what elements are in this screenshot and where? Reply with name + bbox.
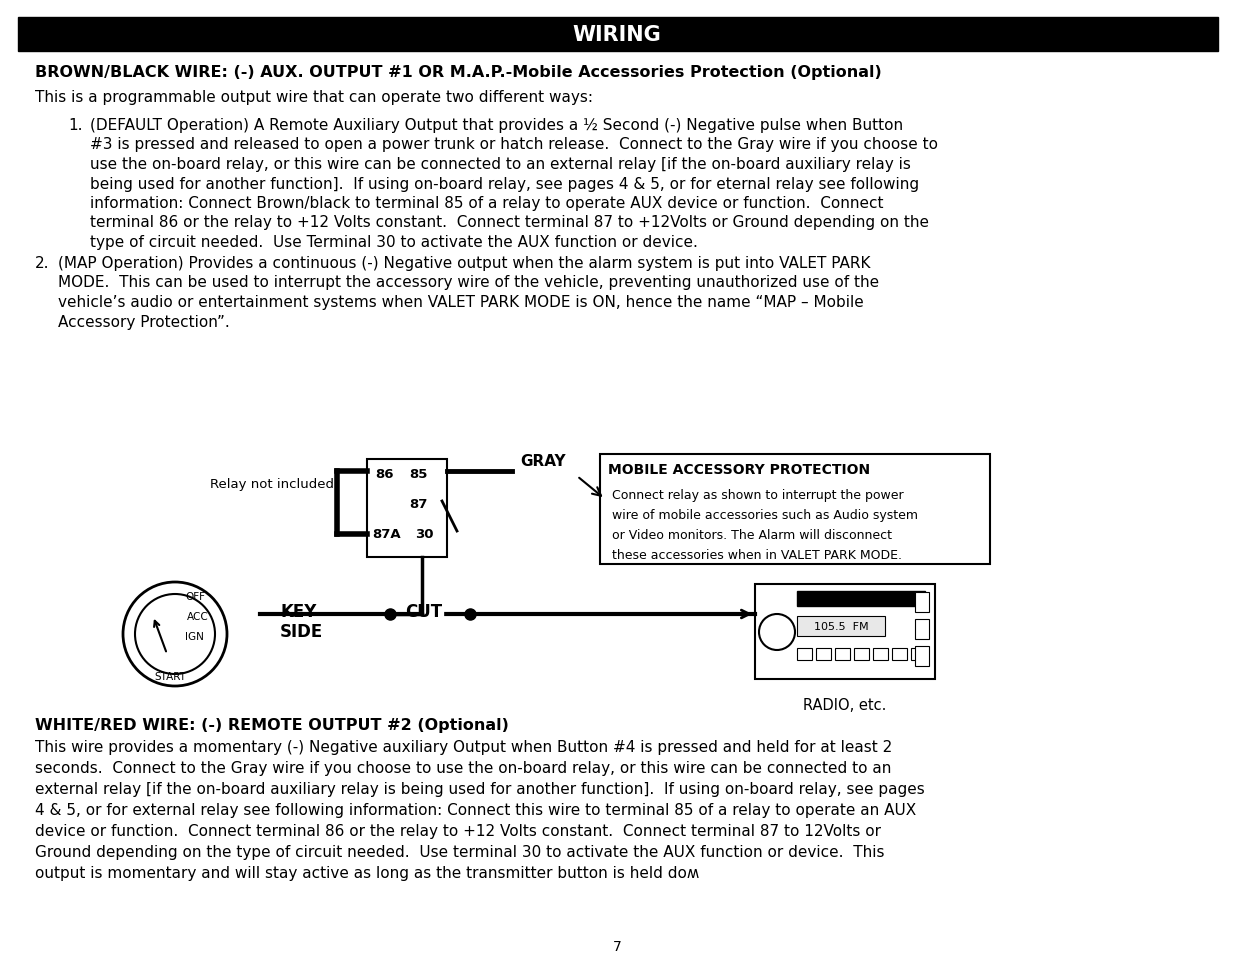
Text: use the on-board relay, or this wire can be connected to an external relay [if t: use the on-board relay, or this wire can…	[90, 157, 911, 172]
Bar	[911, 648, 926, 660]
Text: output is momentary and will stay active as long as the transmitter button is he: output is momentary and will stay active…	[35, 865, 699, 880]
Bar	[835, 648, 850, 660]
Text: OFF: OFF	[185, 592, 205, 601]
Bar	[873, 648, 888, 660]
Bar	[797, 617, 885, 637]
Text: 87A: 87A	[372, 527, 400, 540]
Text: #3 is pressed and released to open a power trunk or hatch release.  Connect to t: #3 is pressed and released to open a pow…	[90, 137, 939, 152]
Text: information: Connect Brown/black to terminal 85 of a relay to operate AUX device: information: Connect Brown/black to term…	[90, 195, 883, 211]
Text: type of circuit needed.  Use Terminal 30 to activate the AUX function or device.: type of circuit needed. Use Terminal 30 …	[90, 234, 698, 250]
Bar	[19, 18, 1218, 52]
Text: or Video monitors. The Alarm will disconnect: or Video monitors. The Alarm will discon…	[613, 529, 892, 541]
Text: device or function.  Connect terminal 86 or the relay to +12 Volts constant.  Co: device or function. Connect terminal 86 …	[35, 823, 881, 838]
Text: 105.5  FM: 105.5 FM	[814, 621, 868, 631]
Text: Accessory Protection”.: Accessory Protection”.	[58, 314, 230, 329]
Text: (MAP Operation) Provides a continuous (-) Negative output when the alarm system : (MAP Operation) Provides a continuous (-…	[58, 255, 871, 271]
Text: seconds.  Connect to the Gray wire if you choose to use the on-board relay, or t: seconds. Connect to the Gray wire if you…	[35, 760, 892, 775]
Text: 1.: 1.	[68, 118, 83, 132]
Text: 2.: 2.	[35, 255, 49, 271]
Text: terminal 86 or the relay to +12 Volts constant.  Connect terminal 87 to +12Volts: terminal 86 or the relay to +12 Volts co…	[90, 215, 929, 231]
Text: BROWN/BLACK WIRE: (-) AUX. OUTPUT #1 OR M.A.P.-Mobile Accessories Protection (Op: BROWN/BLACK WIRE: (-) AUX. OUTPUT #1 OR …	[35, 65, 882, 80]
Text: RADIO, etc.: RADIO, etc.	[803, 698, 887, 712]
Text: IGN: IGN	[185, 631, 204, 641]
Bar	[755, 584, 935, 679]
Bar	[853, 648, 869, 660]
Text: This wire provides a momentary (-) Negative auxiliary Output when Button #4 is p: This wire provides a momentary (-) Negat…	[35, 740, 892, 754]
Text: KEY: KEY	[280, 602, 316, 620]
Text: SIDE: SIDE	[280, 622, 324, 640]
Bar	[816, 648, 831, 660]
Text: wire of mobile accessories such as Audio system: wire of mobile accessories such as Audio…	[613, 509, 918, 521]
Text: Relay not included: Relay not included	[210, 477, 333, 491]
Bar	[797, 648, 811, 660]
Text: 7: 7	[613, 939, 621, 953]
Text: 30: 30	[415, 527, 433, 540]
Text: START: START	[154, 671, 186, 681]
Text: CUT: CUT	[405, 602, 442, 620]
Text: WHITE/RED WIRE: (-) REMOTE OUTPUT #2 (Optional): WHITE/RED WIRE: (-) REMOTE OUTPUT #2 (Op…	[35, 718, 509, 732]
Bar	[600, 455, 990, 564]
Text: 4 & 5, or for external relay see following information: Connect this wire to ter: 4 & 5, or for external relay see followi…	[35, 802, 916, 817]
Text: 85: 85	[409, 468, 427, 480]
Bar	[892, 648, 906, 660]
Text: GRAY: GRAY	[520, 454, 566, 469]
Bar	[915, 619, 929, 639]
Text: WIRING: WIRING	[573, 25, 662, 45]
Bar	[915, 646, 929, 666]
Text: these accessories when in VALET PARK MODE.: these accessories when in VALET PARK MOD…	[613, 548, 902, 561]
Text: 86: 86	[375, 468, 394, 480]
Text: (DEFAULT Operation) A Remote Auxiliary Output that provides a ½ Second (-) Negat: (DEFAULT Operation) A Remote Auxiliary O…	[90, 118, 903, 132]
Text: MOBILE ACCESSORY PROTECTION: MOBILE ACCESSORY PROTECTION	[608, 462, 871, 476]
Text: MODE.  This can be used to interrupt the accessory wire of the vehicle, preventi: MODE. This can be used to interrupt the …	[58, 275, 879, 291]
Text: Ground depending on the type of circuit needed.  Use terminal 30 to activate the: Ground depending on the type of circuit …	[35, 844, 884, 859]
Bar	[915, 593, 929, 613]
Text: external relay [if the on-board auxiliary relay is being used for another functi: external relay [if the on-board auxiliar…	[35, 781, 925, 796]
Bar	[797, 592, 925, 606]
Text: 87: 87	[409, 497, 427, 511]
Text: Connect relay as shown to interrupt the power: Connect relay as shown to interrupt the …	[613, 489, 904, 501]
Bar	[367, 459, 447, 558]
Text: This is a programmable output wire that can operate two different ways:: This is a programmable output wire that …	[35, 90, 593, 105]
Text: vehicle’s audio or entertainment systems when VALET PARK MODE is ON, hence the n: vehicle’s audio or entertainment systems…	[58, 294, 863, 310]
Text: being used for another function].  If using on-board relay, see pages 4 & 5, or : being used for another function]. If usi…	[90, 176, 919, 192]
Text: ACC: ACC	[186, 612, 209, 621]
